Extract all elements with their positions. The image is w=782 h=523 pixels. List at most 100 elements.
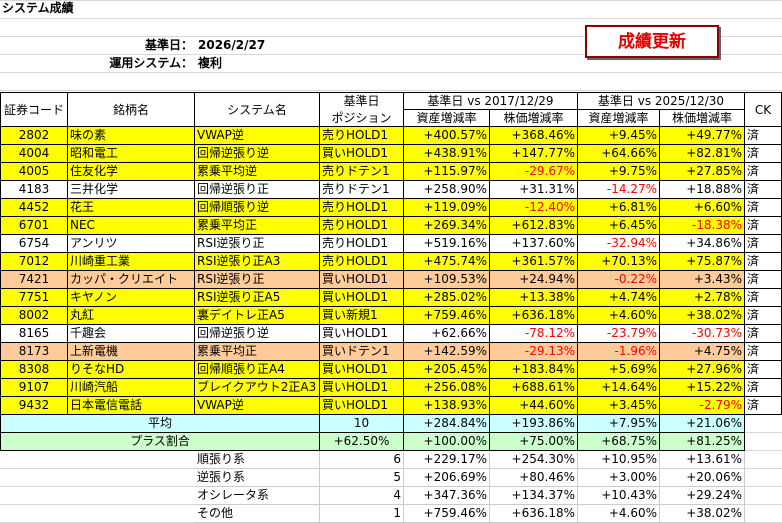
- position-cell: 売りHOLD1: [320, 235, 404, 253]
- value-cell: -29.13%: [490, 343, 578, 361]
- ck-cell: 済: [745, 289, 782, 307]
- value-cell: +15.22%: [660, 379, 745, 397]
- value-cell: -23.79%: [578, 325, 660, 343]
- code-cell: 4452: [0, 199, 68, 217]
- value-cell: +269.34%: [404, 217, 490, 235]
- system-label: 運用システム：: [109, 56, 193, 70]
- summary-label: プラス割合: [0, 433, 320, 451]
- name-cell: NEC: [68, 217, 195, 235]
- name-cell: 上新電機: [68, 343, 195, 361]
- value-cell: -14.27%: [578, 181, 660, 199]
- value-cell: -32.94%: [578, 235, 660, 253]
- value-cell: +285.02%: [404, 289, 490, 307]
- name-cell: 川崎汽船: [68, 379, 195, 397]
- category-label: その他: [195, 505, 320, 523]
- value-cell: +115.97%: [404, 163, 490, 181]
- ck-cell: 済: [745, 127, 782, 145]
- code-cell: 2802: [0, 127, 68, 145]
- name-cell: 日本電信電話: [68, 397, 195, 415]
- value-cell: +688.61%: [490, 379, 578, 397]
- value-cell: +75.87%: [660, 253, 745, 271]
- value-cell: +3.43%: [660, 271, 745, 289]
- value-cell: +20.06%: [660, 469, 745, 487]
- ck-cell: 済: [745, 379, 782, 397]
- code-cell: 8308: [0, 361, 68, 379]
- value-cell: +2.78%: [660, 289, 745, 307]
- category-label: 逆張り系: [195, 469, 320, 487]
- value-cell: +100.00%: [404, 433, 490, 451]
- value-cell: +759.46%: [404, 505, 490, 523]
- value-cell: +13.38%: [490, 289, 578, 307]
- value-cell: +7.95%: [578, 415, 660, 433]
- value-cell: +14.64%: [578, 379, 660, 397]
- value-cell: +400.57%: [404, 127, 490, 145]
- sub-header: 資産増減率: [404, 110, 490, 127]
- value-cell: +109.53%: [404, 271, 490, 289]
- value-cell: +81.25%: [660, 433, 745, 451]
- name-cell: カッパ・クリエイト: [68, 271, 195, 289]
- value-cell: +6.60%: [660, 199, 745, 217]
- position-cell: 買いHOLD1: [320, 271, 404, 289]
- system-value: 複利: [198, 56, 223, 70]
- value-cell: -2.79%: [660, 397, 745, 415]
- position-cell: 買い新規1: [320, 307, 404, 325]
- value-cell: +134.37%: [490, 487, 578, 505]
- value-cell: +636.18%: [490, 307, 578, 325]
- value-cell: +31.31%: [490, 181, 578, 199]
- position-cell: 売りHOLD1: [320, 199, 404, 217]
- position-cell: 売りHOLD1: [320, 253, 404, 271]
- name-cell: 丸紅: [68, 307, 195, 325]
- sub-header: 資産増減率: [578, 110, 660, 127]
- system-cell: VWAP逆: [195, 397, 320, 415]
- value-cell: +475.74%: [404, 253, 490, 271]
- title: システム成績: [2, 1, 74, 15]
- name-cell: キヤノン: [68, 289, 195, 307]
- category-count: 5: [320, 469, 404, 487]
- code-cell: 7751: [0, 289, 68, 307]
- value-cell: +68.75%: [578, 433, 660, 451]
- name-cell: 昭和電工: [68, 145, 195, 163]
- value-cell: +229.17%: [404, 451, 490, 469]
- name-cell: 三井化学: [68, 181, 195, 199]
- sub-header: 株価増減率: [660, 110, 745, 127]
- value-cell: +138.93%: [404, 397, 490, 415]
- value-cell: +183.84%: [490, 361, 578, 379]
- system-cell: 回帰順張り正A4: [195, 361, 320, 379]
- system-cell: 回帰逆張り逆: [195, 325, 320, 343]
- name-cell: アンリツ: [68, 235, 195, 253]
- name-cell: 川崎重工業: [68, 253, 195, 271]
- system-cell: RSI逆張り正: [195, 235, 320, 253]
- system-cell: 回帰逆張り逆: [195, 145, 320, 163]
- code-cell: 6754: [0, 235, 68, 253]
- base-date-label: 基準日：: [144, 38, 193, 52]
- sub-header: 株価増減率: [490, 110, 578, 127]
- value-cell: +24.94%: [490, 271, 578, 289]
- value-cell: +82.81%: [660, 145, 745, 163]
- value-cell: -29.67%: [490, 163, 578, 181]
- value-cell: +368.46%: [490, 127, 578, 145]
- ck-cell: 済: [745, 181, 782, 199]
- value-cell: +438.91%: [404, 145, 490, 163]
- name-cell: 花王: [68, 199, 195, 217]
- ck-cell: 済: [745, 361, 782, 379]
- code-cell: 4183: [0, 181, 68, 199]
- column-header: 証券コード: [0, 92, 68, 127]
- group-header: 基準日 vs 2025/12/30: [578, 92, 745, 110]
- name-cell: りそなHD: [68, 361, 195, 379]
- ck-cell: 済: [745, 199, 782, 217]
- update-button[interactable]: 成績更新: [585, 25, 719, 58]
- code-cell: 9107: [0, 379, 68, 397]
- position-cell: 買いHOLD1: [320, 397, 404, 415]
- ck-cell: 済: [745, 397, 782, 415]
- ck-cell: 済: [745, 235, 782, 253]
- value-cell: +80.46%: [490, 469, 578, 487]
- value-cell: -78.12%: [490, 325, 578, 343]
- system-cell: RSI逆張り正: [195, 271, 320, 289]
- system-cell: VWAP逆: [195, 127, 320, 145]
- summary-count: 10: [320, 415, 404, 433]
- value-cell: +6.81%: [578, 199, 660, 217]
- value-cell: +38.02%: [660, 505, 745, 523]
- value-cell: +21.06%: [660, 415, 745, 433]
- value-cell: +147.77%: [490, 145, 578, 163]
- value-cell: +70.13%: [578, 253, 660, 271]
